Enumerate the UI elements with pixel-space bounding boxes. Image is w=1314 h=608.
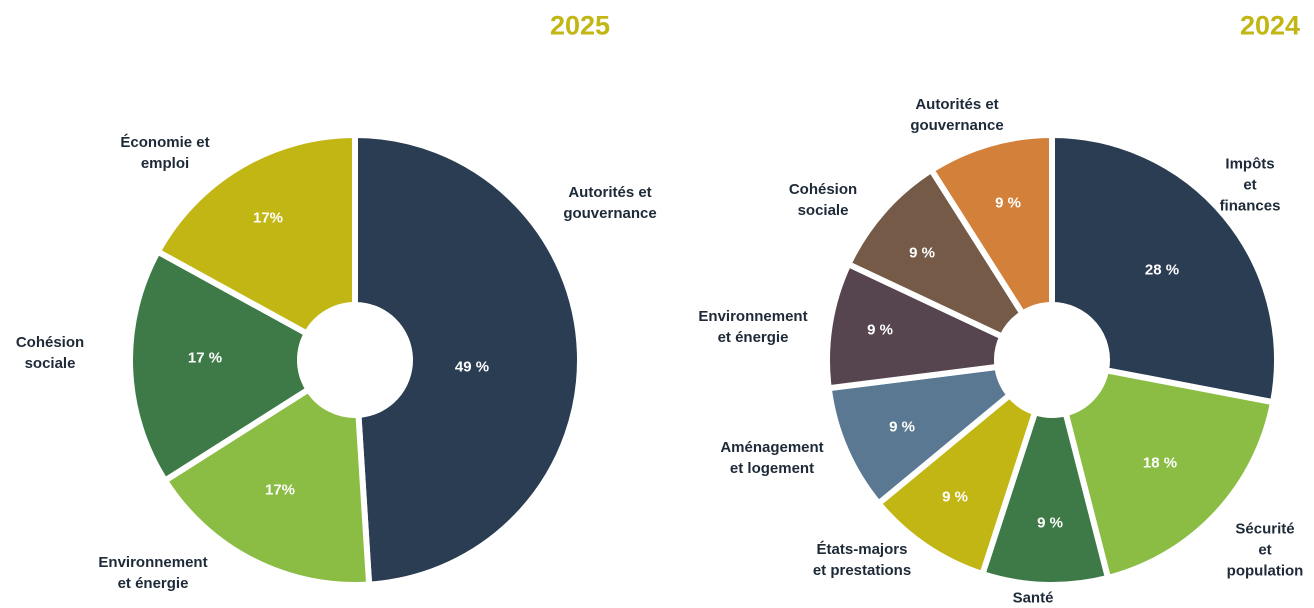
value-label: 9 % — [942, 488, 968, 506]
slice-label: États-majors et prestations — [812, 541, 912, 579]
pie-slice — [162, 386, 373, 588]
slice-label: Environnement et énergie — [698, 308, 808, 346]
slice-label: Autorités et gouvernance — [910, 96, 1004, 134]
slice-label: Environnement et énergie — [98, 554, 208, 592]
value-label: 17% — [252, 209, 284, 227]
pie-slice — [875, 392, 1038, 577]
value-label: 9 % — [995, 194, 1021, 212]
slice-label: Économie et emploi — [120, 134, 210, 172]
pie-slice — [928, 132, 1055, 317]
pie-slice — [979, 409, 1111, 588]
slice-label: Sécurité et population — [1226, 520, 1304, 580]
value-label: 28 % — [1144, 261, 1180, 279]
value-label: 9 % — [909, 244, 935, 262]
pie-slice — [154, 132, 358, 337]
value-label: 9 % — [1037, 514, 1063, 532]
slice-label: Cohésion sociale — [15, 334, 85, 372]
chart-title: 2025 — [549, 10, 611, 41]
pie-slice — [824, 261, 1006, 392]
slice-label: Santé — [1012, 589, 1054, 607]
pie-slice — [127, 248, 312, 484]
value-label: 18 % — [1142, 454, 1178, 472]
pie-slice — [1049, 132, 1280, 406]
slice-label: Autorités et gouvernance — [563, 184, 657, 222]
value-label: 9 % — [867, 321, 893, 339]
pie-slice — [1062, 367, 1277, 581]
value-label: 17 % — [187, 349, 223, 367]
slice-label: Cohésion sociale — [788, 181, 858, 219]
slice-label: Aménagement et logement — [720, 439, 824, 477]
pie-slice — [352, 132, 583, 588]
value-label: 9 % — [889, 418, 915, 436]
slice-label: Impôts et finances — [1219, 155, 1281, 215]
pie-slice — [845, 167, 1026, 340]
chart-title: 2024 — [1239, 10, 1301, 41]
value-label: 49 % — [454, 358, 490, 376]
pie-slice — [825, 363, 1013, 507]
value-label: 17% — [264, 481, 296, 499]
